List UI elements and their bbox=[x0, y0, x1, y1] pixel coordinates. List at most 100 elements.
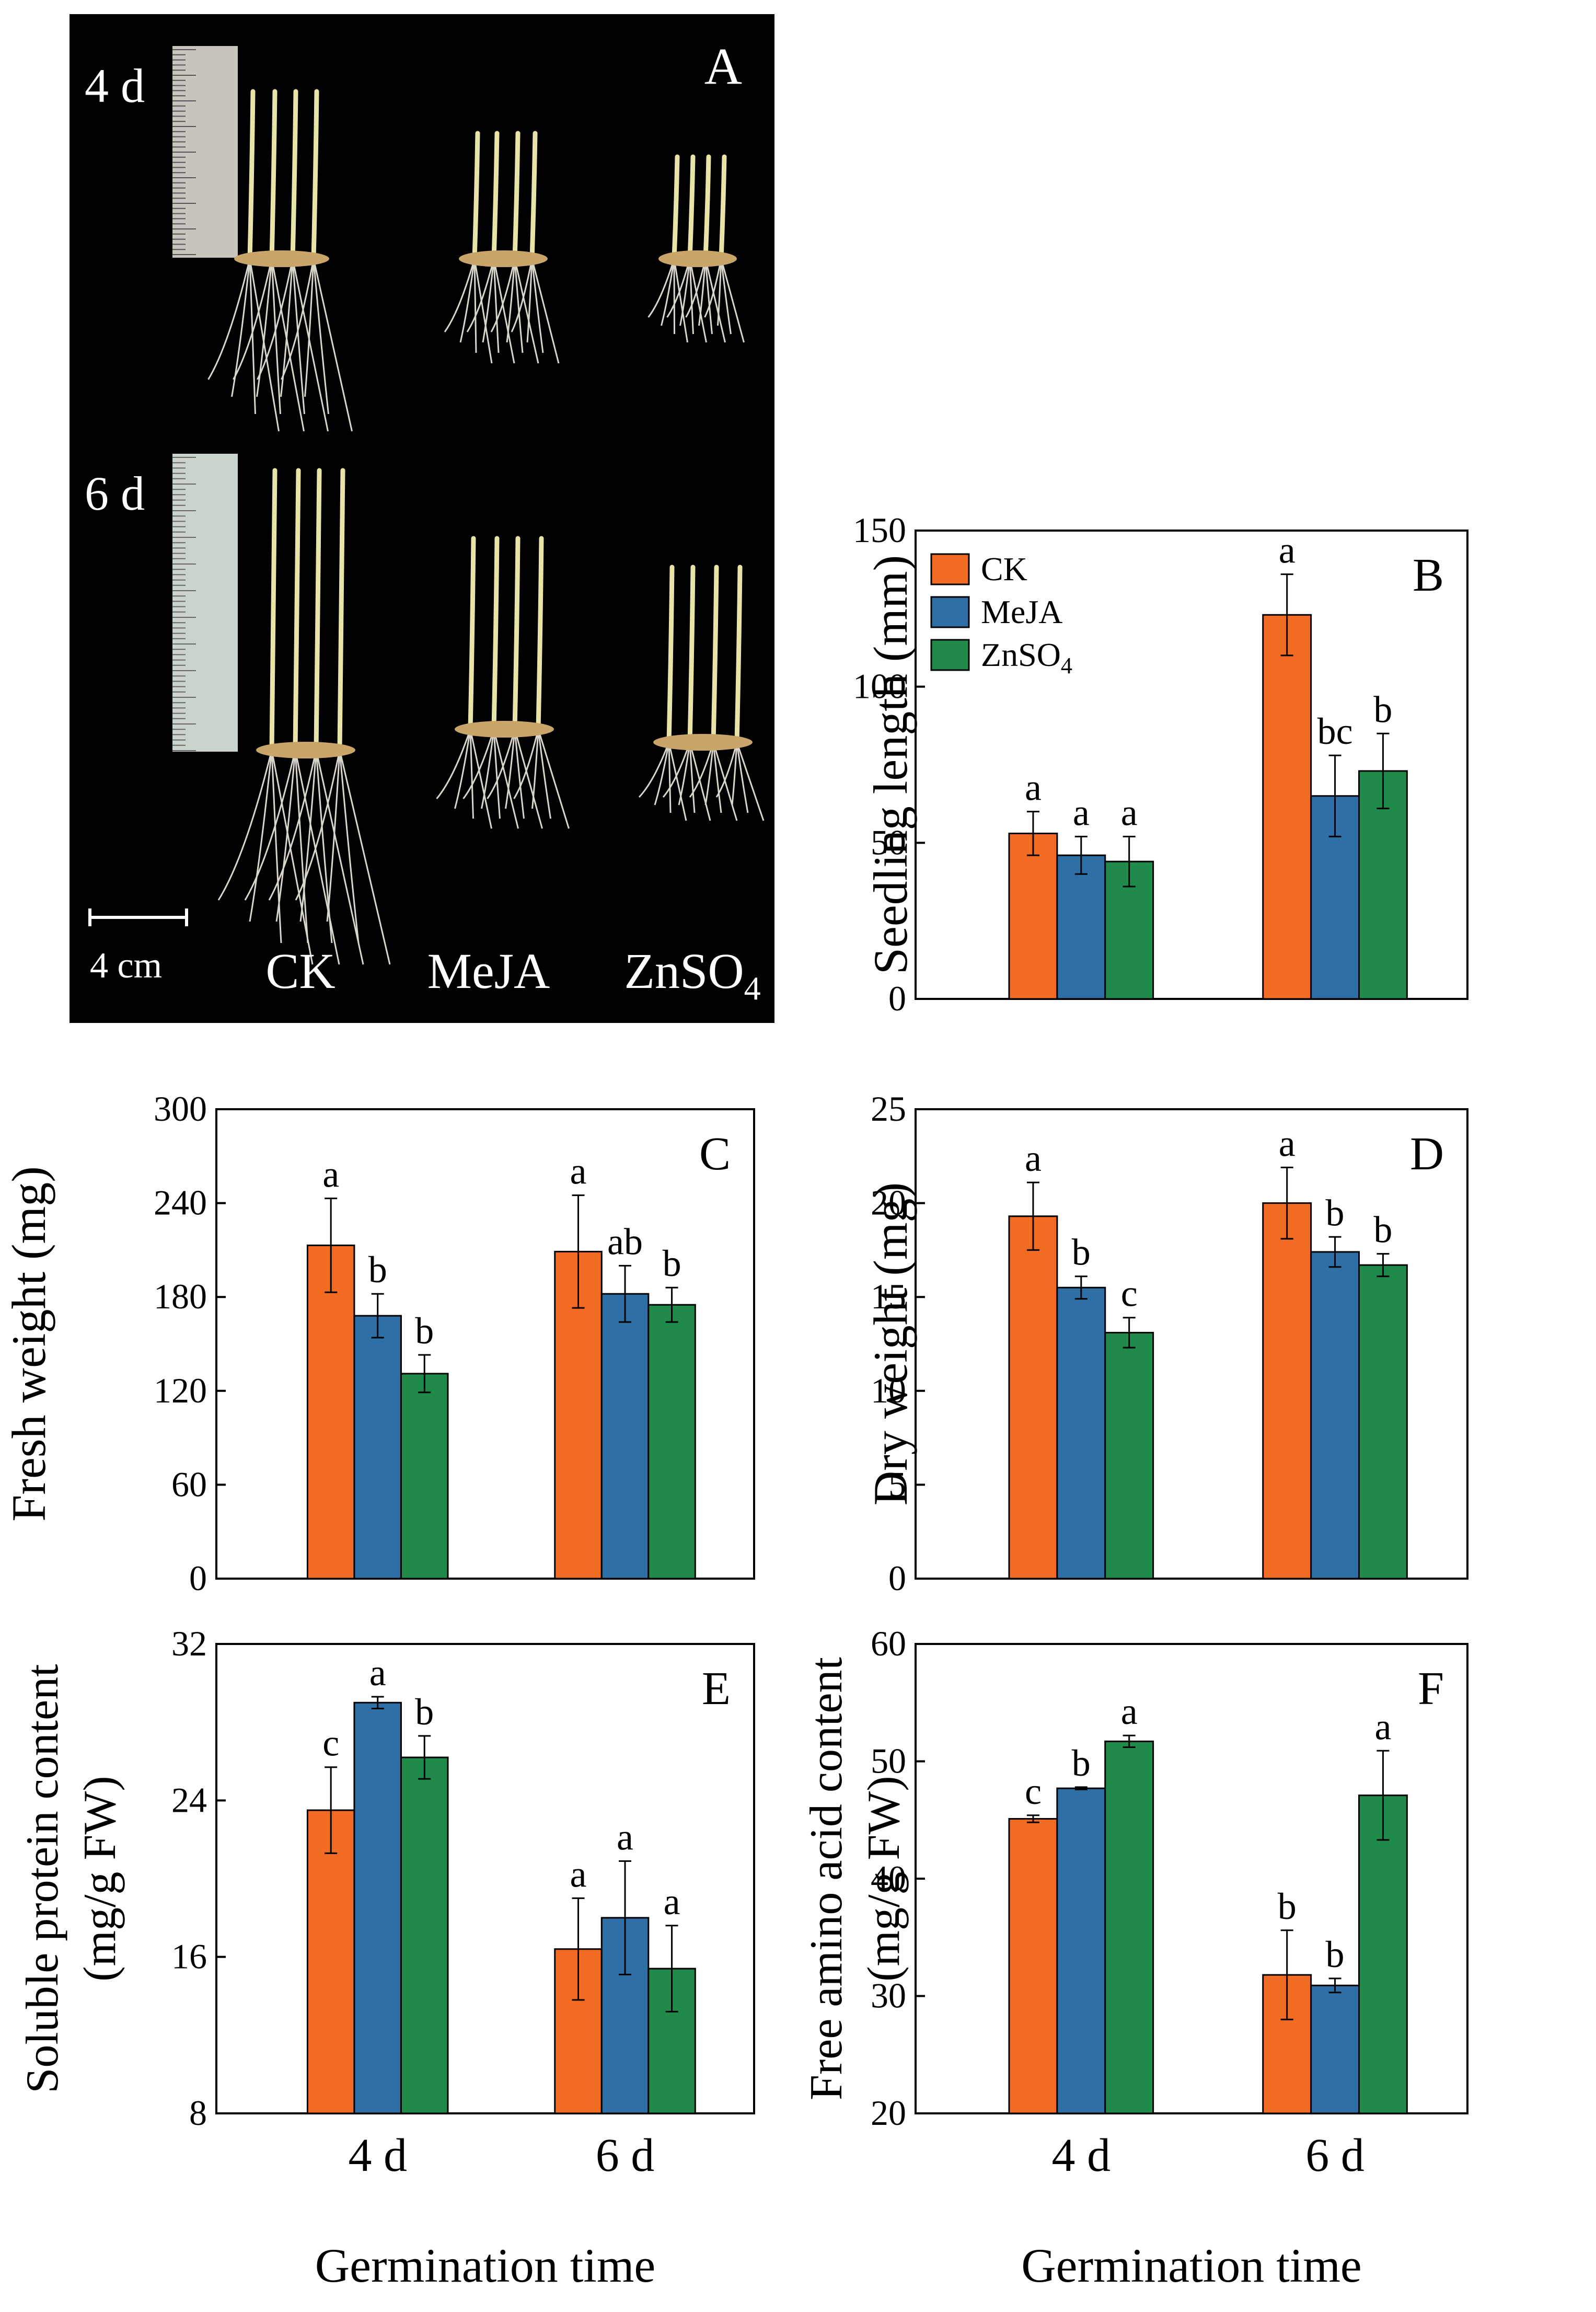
significance-letter: a bbox=[1121, 1690, 1138, 1732]
y-tick-label: 24 bbox=[171, 1780, 207, 1820]
significance-letter: b bbox=[1373, 688, 1392, 730]
panel-letter: D bbox=[1410, 1128, 1444, 1180]
significance-letter: a bbox=[617, 1816, 633, 1858]
y-tick-label: 50 bbox=[871, 822, 906, 862]
legend-label-ck: CK bbox=[981, 550, 1027, 588]
bar-znso4-4d bbox=[400, 1756, 449, 2114]
treatment-label-meja: MeJA bbox=[427, 943, 550, 999]
significance-letter: a bbox=[1073, 791, 1090, 833]
significance-letter: a bbox=[369, 1652, 386, 1694]
y-tick-label: 16 bbox=[171, 1937, 207, 1976]
y-tick-label: 60 bbox=[171, 1464, 207, 1504]
significance-letter: b bbox=[1373, 1209, 1392, 1251]
plot-frame bbox=[915, 1108, 1468, 1580]
scale-bar-label: 4 cm bbox=[90, 946, 162, 986]
significance-letter: ab bbox=[607, 1221, 643, 1262]
significance-letter: a bbox=[1279, 1122, 1296, 1164]
y-tick-label: 25 bbox=[871, 1089, 906, 1129]
plot-frame bbox=[915, 530, 1468, 1000]
y-tick-label: 20 bbox=[871, 1183, 906, 1223]
y-axis-label: Free amino acid content bbox=[801, 1657, 852, 2100]
x-tick-label: 6 d bbox=[1305, 2130, 1364, 2181]
bar-meja-6d bbox=[1310, 1251, 1360, 1580]
bar-ck-6d bbox=[1262, 1202, 1312, 1580]
y-tick-label: 8 bbox=[189, 2093, 207, 2133]
significance-letter: a bbox=[570, 1151, 587, 1192]
legend-swatch-znso4 bbox=[930, 639, 970, 671]
bar-ck-6d bbox=[554, 1948, 603, 2114]
y-axis-label: Soluble protein content bbox=[17, 1664, 68, 2093]
bar-znso4-6d bbox=[1358, 1264, 1408, 1580]
y-tick-label: 60 bbox=[871, 1624, 906, 1663]
significance-letter: b bbox=[1072, 1232, 1091, 1273]
significance-letter: a bbox=[1279, 530, 1296, 571]
panel-a-photo: 4 cm A 4 d 6 d CK MeJA ZnSO4 bbox=[70, 14, 774, 1023]
scale-bar bbox=[88, 908, 188, 926]
bar-ck-4d bbox=[306, 1809, 355, 2114]
bar-meja-4d bbox=[1056, 854, 1106, 1000]
row-label-4d: 4 d bbox=[85, 59, 145, 112]
bar-meja-4d bbox=[1056, 1787, 1106, 2114]
bar-znso4-6d bbox=[647, 1304, 696, 1580]
bar-meja-6d bbox=[600, 1293, 650, 1580]
panel-letter: F bbox=[1418, 1663, 1444, 1715]
significance-letter: b bbox=[368, 1249, 387, 1291]
y-tick-label: 10 bbox=[871, 1371, 906, 1410]
significance-letter: c bbox=[322, 1722, 339, 1764]
significance-letter: b bbox=[1278, 1885, 1297, 1927]
bar-ck-4d bbox=[1008, 1818, 1058, 2114]
x-tick-label: 4 d bbox=[1052, 2130, 1111, 2181]
y-tick-label: 0 bbox=[888, 1558, 906, 1598]
bar-meja-4d bbox=[353, 1701, 402, 2114]
y-tick-label: 0 bbox=[888, 979, 906, 1018]
y-axis-label: Seedling length (mm) bbox=[864, 555, 917, 974]
bar-ck-4d bbox=[1008, 832, 1058, 1000]
y-tick-label: 150 bbox=[853, 510, 906, 550]
panel-letter-a: A bbox=[704, 37, 742, 95]
legend-label-meja: MeJA bbox=[981, 593, 1062, 630]
bar-ck-4d bbox=[306, 1244, 355, 1580]
significance-letter: a bbox=[1025, 767, 1042, 809]
significance-letter: c bbox=[1025, 1770, 1042, 1812]
ruler-4d bbox=[172, 46, 238, 258]
y-tick-label: 100 bbox=[853, 666, 906, 706]
panel-letter: E bbox=[702, 1663, 731, 1715]
significance-letter: a bbox=[664, 1881, 680, 1923]
plot-frame bbox=[215, 1108, 755, 1580]
y-tick-label: 0 bbox=[189, 1558, 207, 1598]
significance-letter: c bbox=[1121, 1273, 1138, 1315]
significance-letter: b bbox=[1072, 1742, 1091, 1784]
bar-meja-4d bbox=[1056, 1286, 1106, 1580]
bar-meja-4d bbox=[353, 1315, 402, 1580]
panel-letter: B bbox=[1413, 549, 1444, 601]
y-tick-label: 120 bbox=[154, 1371, 207, 1410]
significance-letter: a bbox=[570, 1853, 587, 1895]
x-tick-label: 4 d bbox=[348, 2130, 407, 2181]
y-axis-label-units: (mg/g FW) bbox=[75, 1776, 125, 1982]
y-tick-label: 15 bbox=[871, 1276, 906, 1316]
y-axis-label: Fresh weight (mg) bbox=[2, 1166, 55, 1522]
x-axis-label: Germination time bbox=[1021, 2239, 1362, 2292]
legend-swatch-meja bbox=[930, 596, 970, 628]
y-tick-label: 50 bbox=[871, 1741, 906, 1781]
y-tick-label: 30 bbox=[871, 1976, 906, 2016]
significance-letter: a bbox=[1374, 1706, 1391, 1747]
y-tick-label: 5 bbox=[888, 1464, 906, 1504]
y-tick-label: 40 bbox=[871, 1858, 906, 1898]
bar-znso4-6d bbox=[1358, 1795, 1408, 2114]
significance-letter: b bbox=[1326, 1934, 1345, 1975]
significance-letter: b bbox=[415, 1691, 434, 1733]
y-tick-label: 180 bbox=[154, 1276, 207, 1316]
significance-letter: bc bbox=[1317, 710, 1353, 752]
x-tick-label: 6 d bbox=[596, 2130, 655, 2181]
bar-znso4-4d bbox=[1104, 1331, 1154, 1580]
significance-letter: a bbox=[1025, 1137, 1042, 1179]
treatment-label-ck: CK bbox=[265, 943, 335, 999]
